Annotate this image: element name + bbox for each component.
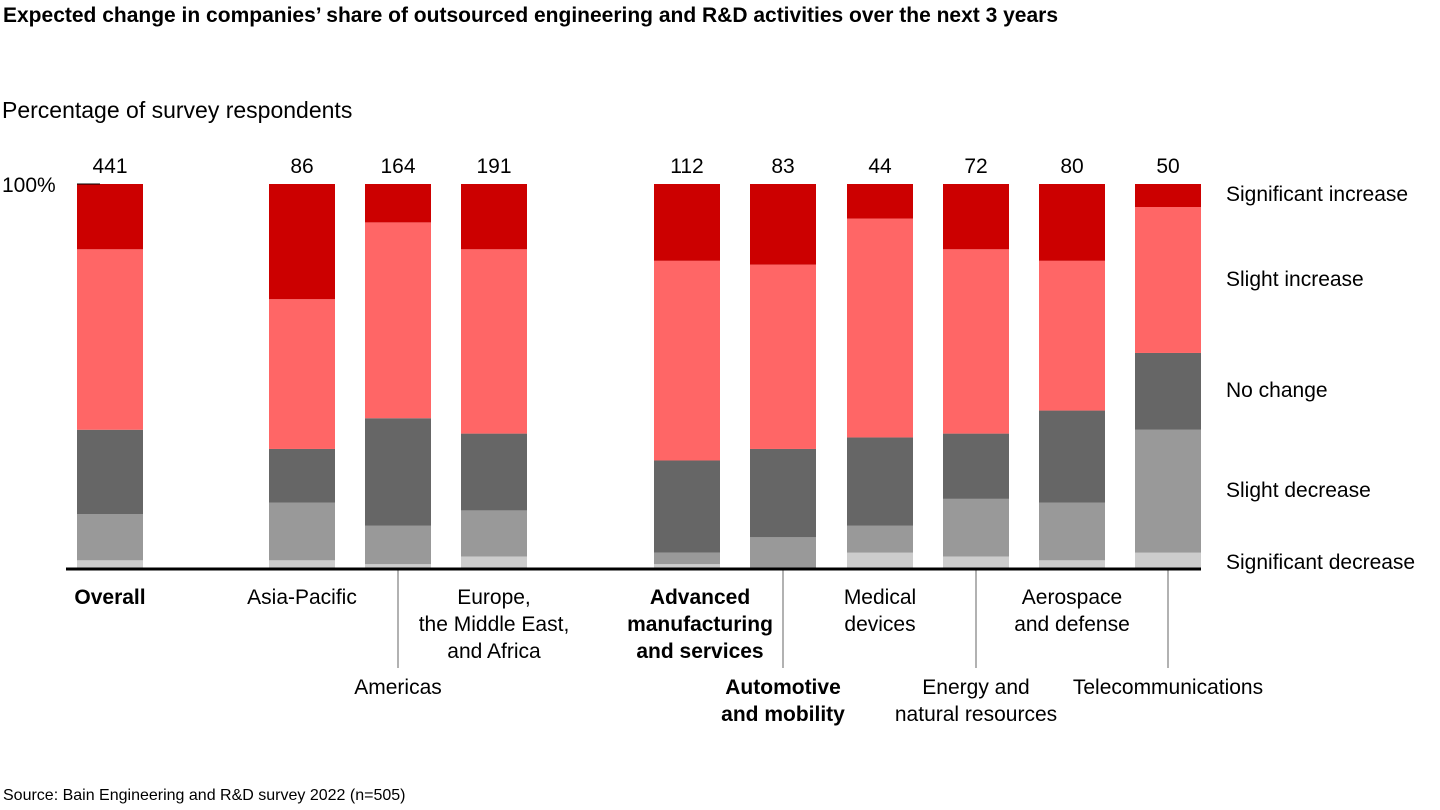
bar-segment-significant-decrease [654,564,720,568]
bar-segment-significant-increase [943,184,1009,250]
bar-segment-slight-decrease [365,525,431,565]
bar-segment-slight-increase [943,249,1009,434]
category-label-line: Telecommunications [1073,676,1263,699]
bar-count-label: 191 [476,155,511,178]
bar-segment-slight-increase [1039,260,1105,411]
category-label: Automotive and mobility [721,676,845,726]
bar-segment-slight-increase [847,218,913,438]
bar-segment-significant-increase [847,184,913,219]
bar-segment-slight-increase [1135,207,1201,353]
source-note: Source: Bain Engineering and R&D survey … [3,787,406,804]
bar-segment-significant-decrease [1039,560,1105,568]
category-label-line: Americas [354,676,442,699]
bar-segment-significant-decrease [365,564,431,568]
bar-segment-significant-increase [654,184,720,261]
bar-segment-slight-decrease [461,510,527,557]
bar-segment-significant-decrease [269,560,335,568]
category-label-line: Overall [74,586,145,609]
bar-segment-slight-increase [269,299,335,449]
category-label-line: natural resources [895,703,1057,726]
category-label-line: and defense [1014,613,1130,636]
category-label: Aerospace and defense [1014,586,1130,636]
bar-segment-slight-increase [365,222,431,419]
legend-label: Significant increase [1226,183,1408,206]
category-label-line: and services [636,640,763,663]
bar-segment-no-change [750,448,816,538]
bar-segment-no-change [461,433,527,511]
category-label: Energy and natural resources [895,676,1057,726]
bar-segment-no-change [654,460,720,553]
category-label-line: Asia-Pacific [247,586,357,609]
bar-segment-significant-increase [461,184,527,250]
category-label: Asia-Pacific [247,586,357,609]
bar-segment-significant-decrease [461,556,527,568]
bar-count-label: 50 [1156,155,1179,178]
bar-count-label: 86 [290,155,313,178]
bar-count-label: 83 [771,155,794,178]
category-label-line: Advanced [650,586,750,609]
bar-segment-significant-decrease [847,552,913,568]
bar-segment-significant-increase [750,184,816,265]
bar-segment-slight-increase [750,264,816,449]
legend-label: Slight decrease [1226,479,1371,502]
chart-title: Expected change in companies’ share of o… [3,4,1058,27]
bar-segment-no-change [1039,410,1105,503]
category-label-line: Energy and [922,676,1029,699]
bar-segment-no-change [1135,352,1201,430]
bar-segment-slight-decrease [269,502,335,561]
bar-segment-no-change [77,429,143,515]
bar-segment-slight-decrease [1135,429,1201,553]
category-label: Americas [354,676,442,699]
bar-segment-slight-decrease [943,498,1009,557]
stacked-bar-chart: 441 Overall 86 Asia-Pacific 164 Americas 191 Eu… [2,155,1415,726]
bar-segment-no-change [365,418,431,526]
bar-segment-no-change [943,433,1009,499]
bar-count-label: 44 [868,155,892,178]
bar-segment-significant-increase [77,184,143,250]
category-label-line: the Middle East, [419,613,570,636]
category-label-line: and Africa [447,640,541,663]
y-tick-label: 100% [2,174,56,197]
bar-segment-significant-increase [269,184,335,300]
category-label: Overall [74,586,145,609]
legend-label: Significant decrease [1226,551,1415,574]
bar-segment-slight-decrease [1039,502,1105,561]
category-label-line: manufacturing [627,613,773,636]
legend-label: No change [1226,379,1328,402]
bar-count-label: 112 [670,155,703,178]
bar-segment-slight-increase [654,260,720,461]
bar-segment-significant-increase [365,184,431,223]
bar-segment-no-change [269,448,335,503]
category-label-line: Medical [844,586,916,609]
bar-count-label: 80 [1060,155,1083,178]
category-label: Europe, the Middle East, and Africa [419,586,570,663]
category-label-line: Aerospace [1022,586,1122,609]
bar-count-label: 164 [380,155,415,178]
bar-segment-slight-decrease [847,525,913,553]
chart-subtitle: Percentage of survey respondents [2,97,353,123]
bar-count-label: 72 [964,155,987,178]
bar-segment-significant-decrease [943,556,1009,568]
category-label: Telecommunications [1073,676,1263,699]
category-label: Medical devices [844,586,916,636]
bar-segment-no-change [847,437,913,526]
category-label-line: Automotive [725,676,841,699]
category-label-line: devices [844,613,915,636]
category-label: Advanced manufacturing and services [627,586,773,663]
bar-segment-significant-increase [1135,184,1201,208]
bar-segment-significant-decrease [77,560,143,568]
bar-segment-slight-decrease [77,514,143,561]
bar-count-label: 441 [92,155,127,178]
bar-segment-significant-increase [1039,184,1105,261]
bar-segment-slight-decrease [750,537,816,568]
bar-segment-significant-decrease [1135,552,1201,568]
legend-label: Slight increase [1226,268,1364,291]
bar-segment-slight-increase [77,249,143,430]
category-label-line: and mobility [721,703,845,726]
bar-segment-slight-decrease [654,552,720,565]
category-label-line: Europe, [457,586,531,609]
bar-segment-slight-increase [461,249,527,434]
